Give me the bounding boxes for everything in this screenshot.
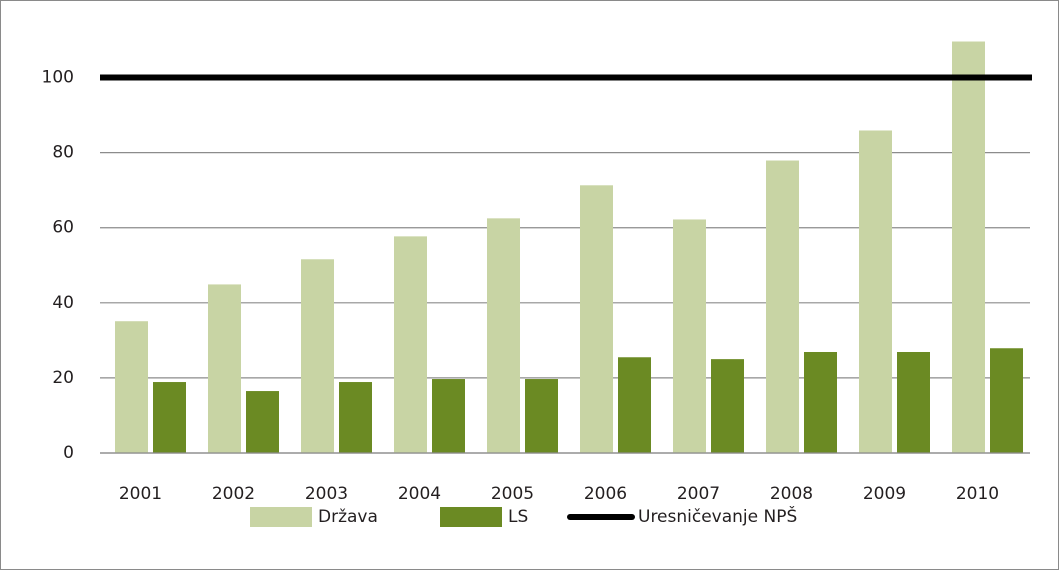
x-tick-label: 2005: [491, 484, 534, 504]
legend-label: Država: [318, 507, 378, 527]
bar: [487, 218, 520, 453]
bar: [804, 352, 837, 453]
bar: [115, 321, 148, 453]
x-tick-label: 2007: [677, 484, 720, 504]
y-tick-label: 0: [63, 443, 74, 463]
bar: [859, 130, 892, 453]
bar: [394, 236, 427, 453]
y-tick-label: 40: [52, 293, 74, 313]
x-tick-label: 2010: [956, 484, 999, 504]
bar: [766, 160, 799, 453]
bar: [208, 284, 241, 453]
legend-label: Uresničevanje NPŠ: [638, 505, 797, 527]
y-tick-label: 20: [52, 368, 74, 388]
legend-label: LS: [508, 507, 528, 527]
bar: [525, 379, 558, 453]
y-tick-label: 60: [52, 218, 74, 238]
legend-swatch: [440, 507, 502, 527]
bar: [673, 219, 706, 453]
x-tick-label: 2004: [398, 484, 441, 504]
bar: [246, 391, 279, 453]
x-tick-label: 2006: [584, 484, 627, 504]
bar: [432, 379, 465, 453]
bar: [301, 259, 334, 453]
bar: [339, 382, 372, 453]
bar: [153, 382, 186, 453]
y-tick-label: 80: [52, 143, 74, 163]
x-tick-label: 2009: [863, 484, 906, 504]
x-tick-label: 2003: [305, 484, 348, 504]
x-tick-label: 2001: [119, 484, 162, 504]
bar: [580, 185, 613, 453]
bar: [897, 352, 930, 453]
bar: [990, 348, 1023, 453]
bar: [618, 357, 651, 453]
legend-swatch: [250, 507, 312, 527]
y-tick-label: 100: [42, 68, 74, 88]
bar: [711, 359, 744, 453]
x-tick-label: 2002: [212, 484, 255, 504]
bar: [952, 41, 985, 453]
x-tick-label: 2008: [770, 484, 813, 504]
